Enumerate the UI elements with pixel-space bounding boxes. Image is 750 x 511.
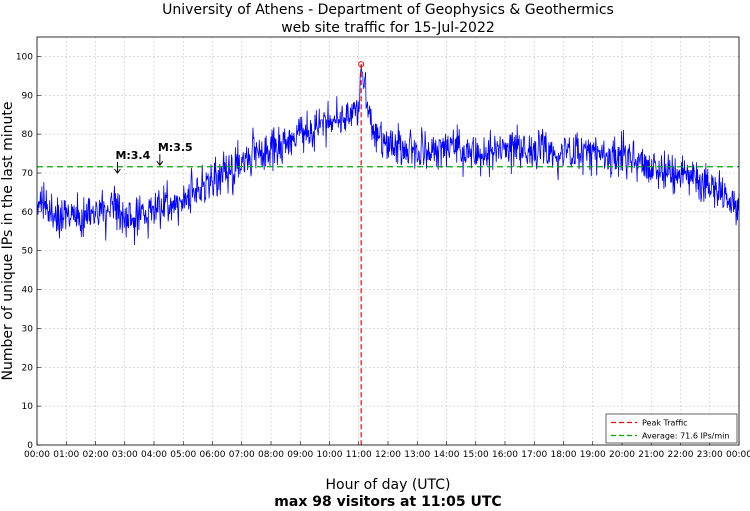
x-tick-label: 16:00 bbox=[492, 450, 518, 460]
x-tick-label: 21:00 bbox=[638, 450, 664, 460]
x-tick-label: 00:00 bbox=[24, 450, 50, 460]
y-tick-label: 20 bbox=[22, 363, 34, 373]
annotation-arrowhead bbox=[114, 168, 121, 174]
y-tick-label: 40 bbox=[22, 286, 34, 296]
x-tick-label: 20:00 bbox=[609, 450, 635, 460]
x-tick-label: 13:00 bbox=[404, 450, 430, 460]
plot-border bbox=[36, 36, 740, 446]
x-tick-label: 11:00 bbox=[346, 450, 372, 460]
x-tick-label: 06:00 bbox=[200, 450, 226, 460]
legend-box bbox=[605, 413, 738, 444]
y-ticks: 0 10 20 30 40 50 60 70 80 90 100 bbox=[16, 52, 41, 451]
legend-label-average: Average: 71.6 IPs/min bbox=[642, 432, 729, 441]
y-tick-label: 0 bbox=[27, 441, 33, 451]
x-tick-label: 02:00 bbox=[83, 450, 109, 460]
x-tick-label: 18:00 bbox=[551, 450, 577, 460]
x-tick-label: 08:00 bbox=[258, 450, 284, 460]
chart-subtitle: web site traffic for 15-Jul-2022 bbox=[281, 20, 495, 36]
annotation-arrowhead bbox=[156, 160, 164, 167]
x-tick-label: 04:00 bbox=[141, 450, 167, 460]
x-tick-label: 12:00 bbox=[375, 450, 401, 460]
y-tick-label: 90 bbox=[22, 91, 34, 101]
x-axis-label: Hour of day (UTC) bbox=[326, 477, 451, 493]
x-ticks: 00:00 01:00 02:00 03:00 04:00 05:00 06:00 07:00… bbox=[24, 441, 750, 460]
y-tick-label: 80 bbox=[22, 130, 34, 140]
y-tick-label: 50 bbox=[22, 247, 34, 257]
traffic-series-line bbox=[36, 64, 740, 245]
x-tick-label: 22:00 bbox=[668, 450, 694, 460]
x-axis-secondary-label: max 98 visitors at 11:05 UTC bbox=[274, 494, 501, 510]
annotation-label: M:3.4 bbox=[115, 149, 150, 162]
x-tick-label: 07:00 bbox=[229, 450, 255, 460]
y-tick-label: 60 bbox=[22, 208, 34, 218]
y-axis-label: Number of unique IPs in the last minute bbox=[0, 102, 16, 381]
x-tick-label: 03:00 bbox=[112, 450, 138, 460]
y-tick-label: 30 bbox=[22, 324, 34, 334]
y-tick-label: 70 bbox=[22, 169, 34, 179]
y-tick-label: 10 bbox=[22, 402, 34, 412]
x-tick-label: 14:00 bbox=[434, 450, 460, 460]
peak-marker bbox=[358, 61, 365, 68]
x-tick-label: 23:00 bbox=[697, 450, 723, 460]
x-tick-label: 01:00 bbox=[53, 450, 79, 460]
x-tick-label: 09:00 bbox=[287, 450, 313, 460]
legend: Peak Traffic Average: 71.6 IPs/min bbox=[605, 413, 738, 444]
annotation-label: M:3.5 bbox=[158, 141, 193, 154]
x-tick-label: 05:00 bbox=[170, 450, 196, 460]
x-tick-label: 15:00 bbox=[463, 450, 489, 460]
x-tick-label: 00:00 bbox=[726, 450, 750, 460]
y-tick-label: 100 bbox=[16, 52, 33, 62]
x-tick-label: 19:00 bbox=[580, 450, 606, 460]
x-tick-label: 10:00 bbox=[317, 450, 343, 460]
x-tick-label: 17:00 bbox=[521, 450, 547, 460]
annotations: M:3.4 M:3.5 bbox=[114, 141, 193, 174]
chart-title: University of Athens - Department of Geo… bbox=[162, 2, 614, 18]
legend-label-peak: Peak Traffic bbox=[642, 419, 688, 428]
